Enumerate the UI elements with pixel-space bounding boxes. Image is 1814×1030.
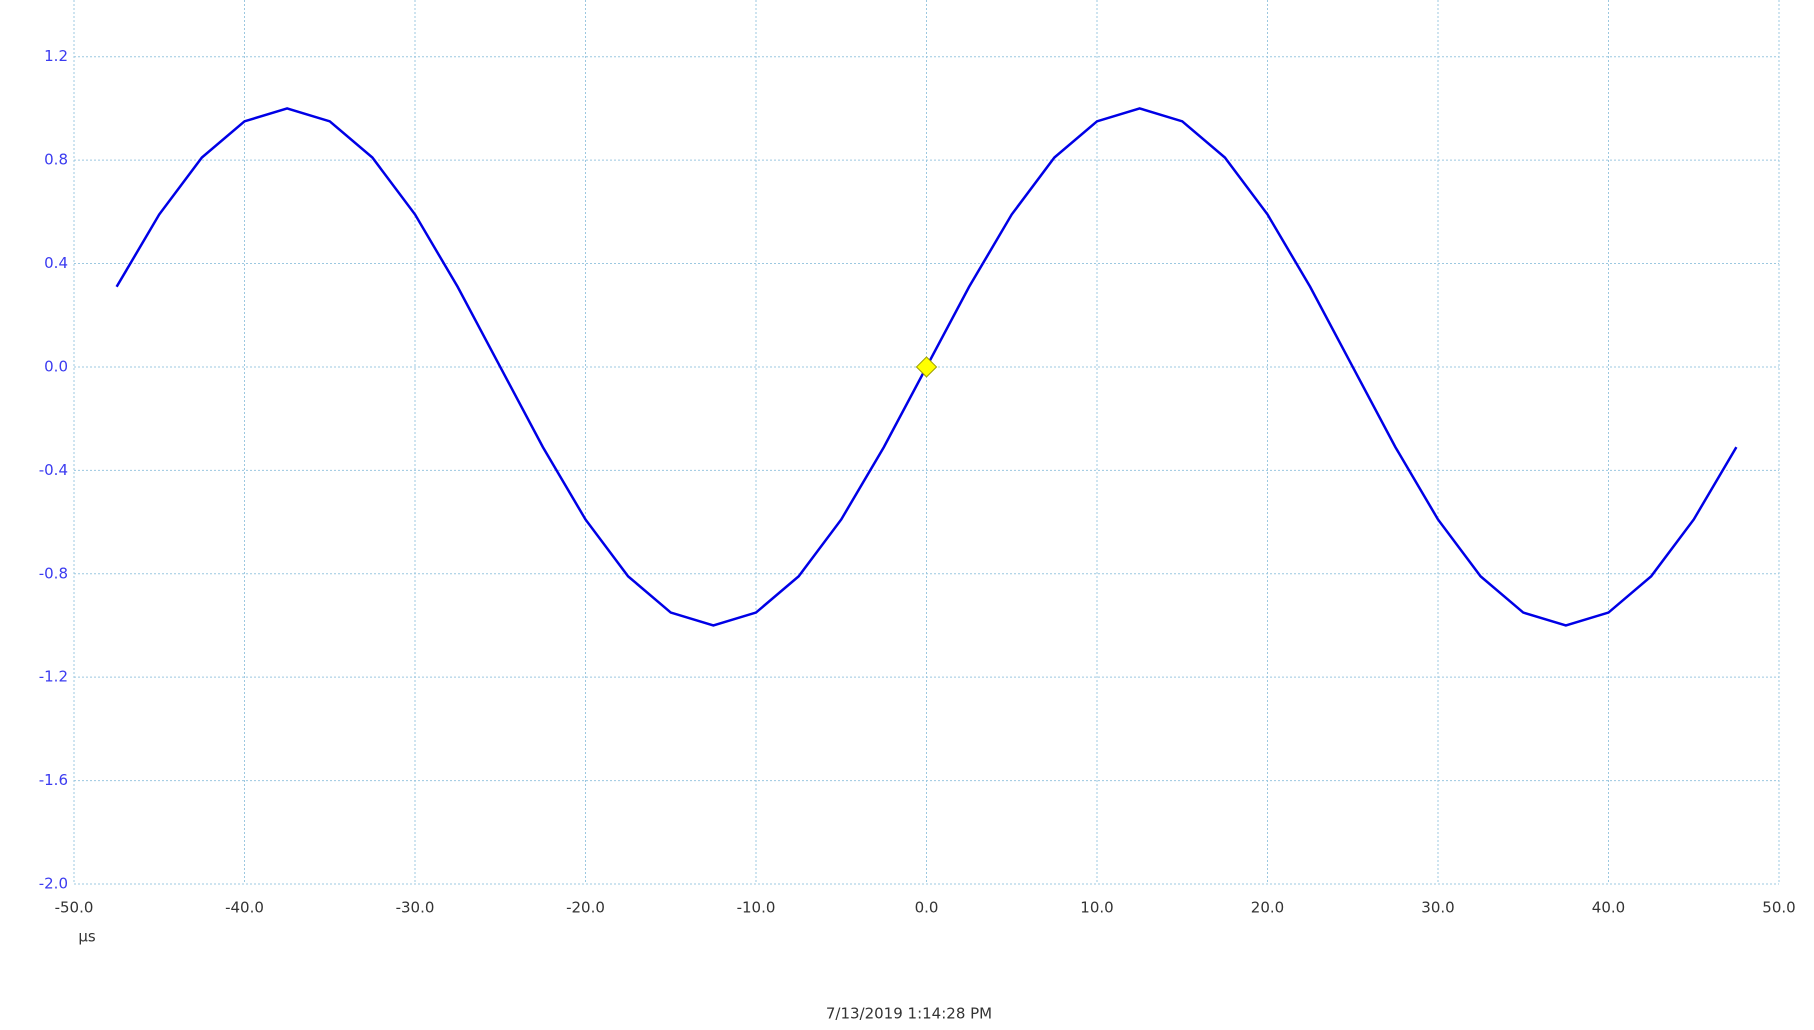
x-tick-label: -20.0 [566,899,605,917]
trigger-marker [915,356,938,378]
x-tick-label: -50.0 [55,899,94,917]
x-tick-label: 20.0 [1251,899,1284,917]
y-tick-label: 0.4 [44,254,68,272]
timestamp: 7/13/2019 1:14:28 PM [826,1005,992,1023]
y-tick-label: 0.0 [44,357,68,375]
y-tick-label: -1.6 [39,771,68,789]
y-tick-label: -0.4 [39,461,68,479]
y-tick-label: 0.8 [44,151,68,169]
x-tick-label: 10.0 [1080,899,1113,917]
y-tick-label: -1.2 [39,668,68,686]
x-tick-label: -40.0 [225,899,264,917]
x-tick-label: -10.0 [737,899,776,917]
x-tick-label: 50.0 [1762,899,1795,917]
x-tick-label: 40.0 [1592,899,1625,917]
x-tick-label: -30.0 [396,899,435,917]
y-tick-label: 1.2 [44,47,68,65]
x-axis-unit: µs [78,928,96,946]
y-tick-label: -0.8 [39,564,68,582]
x-tick-label: 0.0 [915,899,939,917]
x-tick-label: 30.0 [1421,899,1454,917]
y-tick-label: -2.0 [39,875,68,893]
